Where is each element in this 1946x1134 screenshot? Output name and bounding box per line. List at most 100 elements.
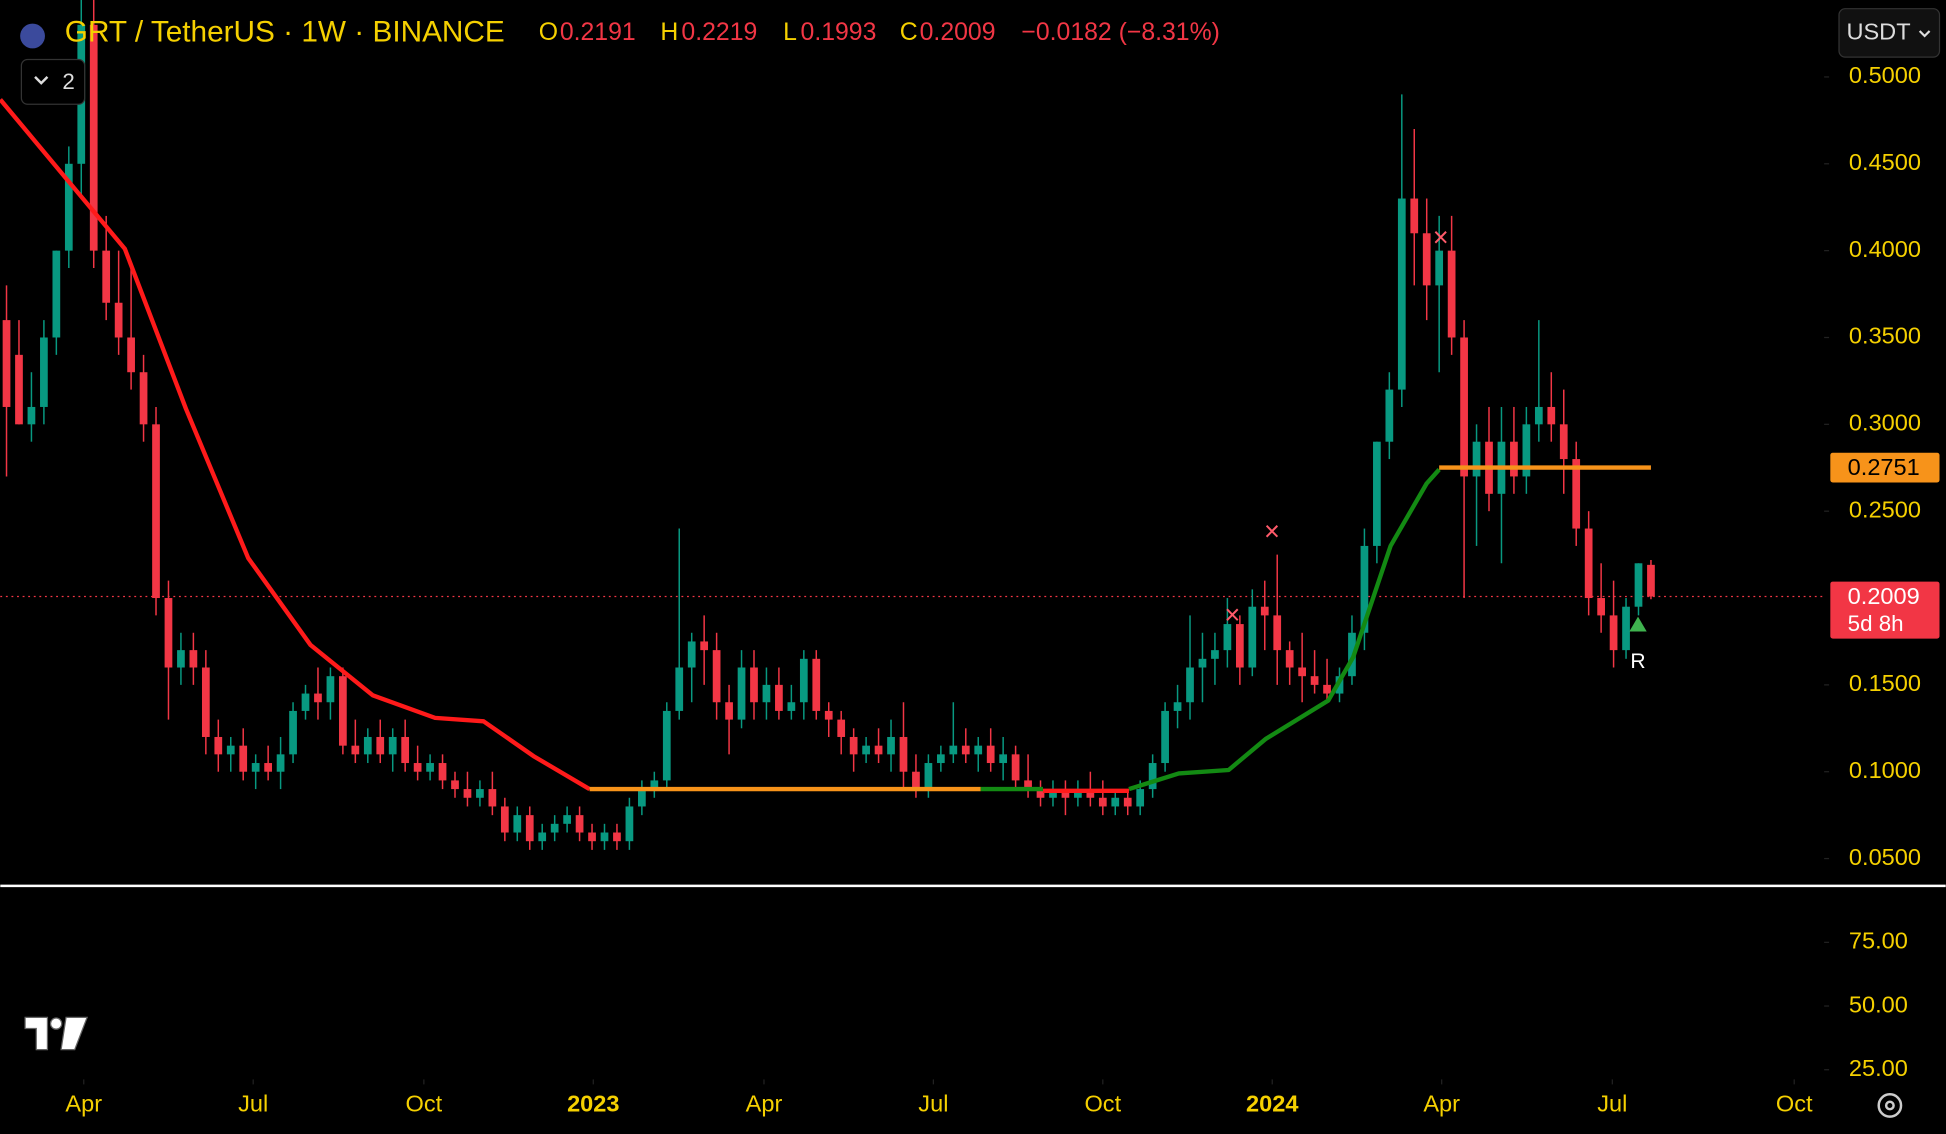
candle-body xyxy=(700,641,709,651)
candle-body xyxy=(139,372,148,425)
candle-body xyxy=(1360,545,1369,633)
y-tick-label: 0.0500 xyxy=(1849,844,1921,870)
candle-body xyxy=(426,763,434,772)
candle-body xyxy=(326,676,335,703)
candle-body xyxy=(1248,606,1257,668)
x-tick-label: Jul xyxy=(1597,1091,1627,1117)
candle-body xyxy=(1223,624,1232,651)
candle-body xyxy=(625,806,634,842)
candle-body xyxy=(1123,797,1132,807)
candle-body xyxy=(40,337,48,407)
candle-body xyxy=(301,693,310,711)
candle-body xyxy=(1024,780,1032,790)
candle-body xyxy=(351,745,360,755)
candle-body xyxy=(1373,441,1381,546)
candle-body xyxy=(588,832,596,842)
candle-body xyxy=(214,736,223,755)
candle-body xyxy=(638,789,646,807)
candle-body xyxy=(538,832,547,842)
candle-body xyxy=(1534,406,1543,425)
panes-button[interactable]: 2 xyxy=(20,58,86,105)
candle-body xyxy=(152,424,160,599)
candle-body xyxy=(1634,563,1643,607)
candle-body xyxy=(550,823,559,833)
candle-body xyxy=(314,693,322,703)
candle-body xyxy=(15,354,23,425)
last-price-label: 0.2009 xyxy=(1848,583,1920,609)
candle-body xyxy=(1161,710,1169,764)
ohlc-label: H xyxy=(660,19,678,46)
signal-triangle xyxy=(1629,616,1647,632)
candle-body xyxy=(27,406,36,425)
candle-body xyxy=(650,780,659,790)
x-tick-label: Jul xyxy=(918,1091,948,1117)
candle-body xyxy=(1136,789,1145,807)
gear xyxy=(1877,1093,1903,1118)
candle-body xyxy=(1584,528,1593,599)
candle-body xyxy=(563,815,571,824)
y-tick-label: 0.1000 xyxy=(1849,757,1921,783)
currency-button[interactable]: USDT xyxy=(1838,8,1941,58)
candle-body xyxy=(1198,658,1207,668)
pane-mask xyxy=(1824,1078,1946,1089)
candle-body xyxy=(1410,198,1419,234)
candle-body xyxy=(1036,789,1045,798)
y-tick-label: 0.4000 xyxy=(1849,236,1921,262)
signal-cross: × xyxy=(1264,516,1280,547)
lower-pane-axis: 25.00 50.00 75.00 xyxy=(1824,928,1908,1081)
x-tick-label: Oct xyxy=(1084,1091,1121,1117)
trend-line xyxy=(1128,468,1441,792)
candle-body xyxy=(1447,250,1456,338)
candle-body xyxy=(1522,424,1531,477)
candle-body xyxy=(52,250,61,338)
gear-center xyxy=(1884,1100,1895,1111)
candle-body xyxy=(1609,615,1618,651)
logo-part xyxy=(49,1017,63,1030)
candle-body xyxy=(251,763,260,772)
candle-body xyxy=(675,667,684,711)
ohlc-label: O xyxy=(539,19,558,46)
candle-body xyxy=(1559,424,1568,460)
x-tick-label: Jul xyxy=(238,1091,268,1117)
candle-body xyxy=(289,710,297,755)
candle-body xyxy=(451,780,459,790)
settings-icon[interactable] xyxy=(1877,1093,1903,1118)
candle-body xyxy=(1435,250,1444,286)
candle-body xyxy=(476,789,484,798)
button-frame xyxy=(20,58,86,105)
candle-body xyxy=(750,667,758,703)
candle-body xyxy=(1572,459,1581,529)
candle-body xyxy=(662,710,671,781)
candle-body xyxy=(887,736,895,755)
candle-body xyxy=(1647,564,1655,597)
button-label: 2 xyxy=(62,69,74,94)
candle-body xyxy=(1049,789,1057,798)
candle-body xyxy=(2,320,11,407)
candle-body xyxy=(737,667,746,720)
candle-body xyxy=(388,736,397,755)
y-tick-label: 0.2500 xyxy=(1849,496,1921,522)
y-tick-label: 0.3000 xyxy=(1849,410,1921,436)
candle-body xyxy=(276,754,285,772)
candle-body xyxy=(824,710,833,720)
candle-body xyxy=(974,745,983,755)
logo-part xyxy=(24,1016,49,1051)
last-price-box xyxy=(1830,581,1940,639)
ohlc-value: 0.1993 xyxy=(801,19,877,46)
y-tick-label: 25.00 xyxy=(1849,1055,1908,1081)
candle-body xyxy=(1298,667,1306,677)
candle-body xyxy=(1285,650,1294,668)
candle-body xyxy=(1148,763,1157,790)
x-tick-label: Apr xyxy=(65,1091,102,1117)
candle-body xyxy=(127,337,135,373)
ohlc-label: C xyxy=(900,19,918,46)
x-tick-label: 2023 xyxy=(567,1091,619,1117)
candle-body xyxy=(114,302,123,338)
candle-body xyxy=(1086,789,1095,798)
candle-body xyxy=(986,745,995,764)
candle-body xyxy=(401,736,410,764)
x-tick-label: Apr xyxy=(1423,1091,1460,1117)
ohlc-value: 0.2219 xyxy=(681,19,757,46)
